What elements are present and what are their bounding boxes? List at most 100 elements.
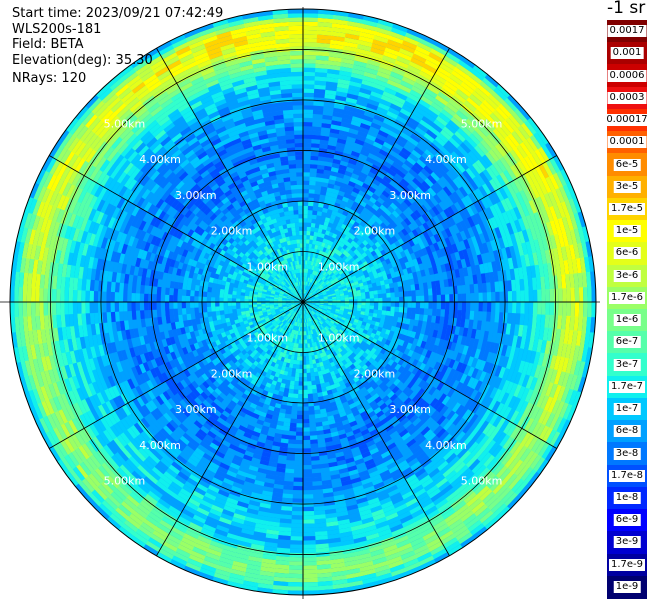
heatmap-cell <box>265 297 270 301</box>
heatmap-cell <box>387 230 395 239</box>
heatmap-cell <box>343 391 351 398</box>
heatmap-cell <box>394 225 402 234</box>
heatmap-cell <box>297 305 301 309</box>
heatmap-cell <box>315 383 322 389</box>
heatmap-cell <box>386 273 392 280</box>
heatmap-cell <box>326 363 332 369</box>
heatmap-cell <box>131 310 137 320</box>
heatmap-cell <box>342 348 348 355</box>
heatmap-cell <box>250 333 256 339</box>
heatmap-cell <box>334 271 339 276</box>
heatmap-cell <box>298 222 304 227</box>
heatmap-cell <box>308 286 311 291</box>
heatmap-cell <box>328 321 334 326</box>
heatmap-cell <box>279 404 287 410</box>
heatmap-cell <box>411 307 416 315</box>
heatmap-cell <box>203 332 210 340</box>
heatmap-cell <box>428 302 433 310</box>
heatmap-cell <box>290 290 294 295</box>
heatmap-cell <box>335 266 341 272</box>
heatmap-cell <box>307 393 314 399</box>
heatmap-cell <box>334 382 341 389</box>
heatmap-cell <box>279 327 284 333</box>
heatmap-cell <box>131 283 137 294</box>
heatmap-cell <box>370 278 376 284</box>
heatmap-cell <box>299 272 302 277</box>
heatmap-cell <box>275 217 282 223</box>
heatmap-cell <box>289 218 295 224</box>
heatmap-cell <box>287 439 296 445</box>
heatmap-cell <box>321 311 326 315</box>
heatmap-cell <box>228 312 234 318</box>
heatmap-cell <box>363 373 371 381</box>
heatmap-cell <box>399 302 404 308</box>
heatmap-cell <box>313 350 318 356</box>
heatmap-cell <box>335 326 341 332</box>
heatmap-cell <box>339 253 346 259</box>
heatmap-cell <box>303 180 310 185</box>
heatmap-cell <box>357 304 362 309</box>
heatmap-cell <box>377 326 383 333</box>
heatmap-cell <box>384 283 390 290</box>
heatmap-cell <box>398 339 405 347</box>
heatmap-cell <box>329 288 335 292</box>
heatmap-cell <box>310 338 314 343</box>
heatmap-cell <box>365 276 371 282</box>
heatmap-cell <box>231 305 237 310</box>
heatmap-cell <box>314 413 322 419</box>
heatmap-cell <box>374 277 380 283</box>
heatmap-cell <box>296 172 304 177</box>
heatmap-cell <box>284 284 289 288</box>
heatmap-cell <box>384 233 392 241</box>
heatmap-cell <box>312 206 319 212</box>
heatmap-cell <box>298 335 302 340</box>
heatmap-cell <box>257 196 265 203</box>
heatmap-cell <box>369 309 374 314</box>
heatmap-cell <box>287 392 294 398</box>
heatmap-cell <box>303 235 307 240</box>
heatmap-cell <box>322 328 327 333</box>
heatmap-cell <box>303 314 305 319</box>
heatmap-cell <box>222 275 228 282</box>
heatmap-cell <box>293 307 297 311</box>
heatmap-cell <box>296 339 300 344</box>
heatmap-cell <box>280 265 285 271</box>
heatmap-cell <box>279 292 284 296</box>
heatmap-cell <box>315 276 320 281</box>
heatmap-cell <box>240 301 245 306</box>
heatmap-cell <box>302 348 306 353</box>
heatmap-cell <box>231 294 237 299</box>
heatmap-cell <box>293 325 297 331</box>
heatmap-cell <box>215 292 220 298</box>
heatmap-cell <box>319 344 324 349</box>
heatmap-cell <box>225 375 233 383</box>
heatmap-cell <box>318 306 324 309</box>
heatmap-cell <box>307 308 311 313</box>
heatmap-cell <box>223 289 229 295</box>
heatmap-cell <box>292 205 299 211</box>
heatmap-cell <box>314 332 319 338</box>
heatmap-cell <box>292 311 296 316</box>
heatmap-cell <box>403 348 411 356</box>
heatmap-cell <box>288 341 293 347</box>
heatmap-cell <box>280 317 285 322</box>
heatmap-cell <box>269 275 274 280</box>
heatmap-cell <box>135 301 140 311</box>
heatmap-cell <box>191 259 198 268</box>
heatmap-cell <box>379 374 387 383</box>
heatmap-cell <box>319 286 324 290</box>
heatmap-cell <box>190 283 196 291</box>
heatmap-cell <box>275 290 281 293</box>
heatmap-cell <box>185 307 191 315</box>
heatmap-cell <box>324 403 332 409</box>
heatmap-cell <box>348 336 354 342</box>
heatmap-cell <box>288 388 294 394</box>
heatmap-cell <box>292 347 296 352</box>
heatmap-cell <box>258 244 264 250</box>
heatmap-cell <box>303 130 313 135</box>
heatmap-cell <box>406 285 412 292</box>
heatmap-cell <box>273 328 278 334</box>
heatmap-cell <box>281 378 287 384</box>
heatmap-cell <box>310 305 315 308</box>
heatmap-cell <box>389 287 395 294</box>
